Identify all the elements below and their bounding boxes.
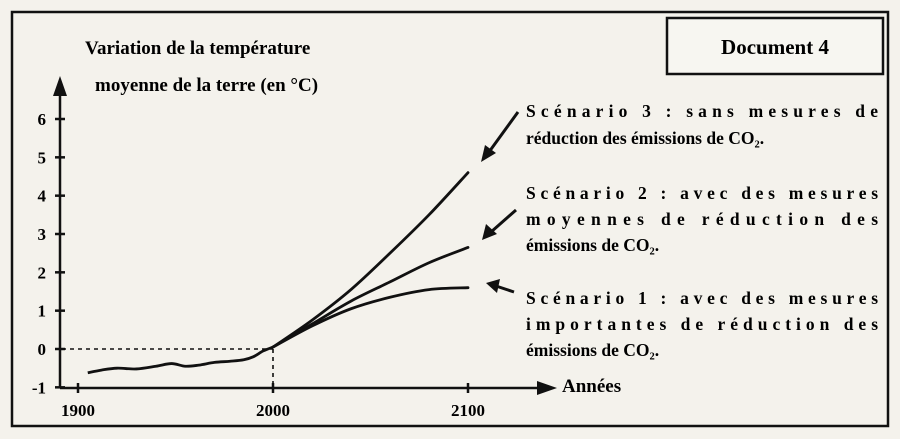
x-tick-label: 1900 bbox=[61, 401, 95, 420]
y-tick-label: 6 bbox=[38, 110, 47, 129]
historical-line bbox=[87, 345, 274, 375]
reference-lines bbox=[62, 348, 274, 386]
x-tick-label: 2100 bbox=[451, 401, 485, 420]
outer-frame bbox=[10, 10, 890, 428]
y-axis-title-line-1: Variation de la température bbox=[85, 38, 310, 59]
y-tick-label: 0 bbox=[38, 340, 47, 359]
scenario-2-line bbox=[271, 246, 470, 349]
series-lines bbox=[87, 171, 470, 375]
x-axis-arrow bbox=[537, 381, 557, 395]
scenario-1-arrow bbox=[486, 279, 515, 294]
scenario-1-label-line-2: importantes de réduction des bbox=[526, 314, 878, 334]
scenario-1-label-line-1: Scénario 1 : avec des mesures bbox=[526, 288, 878, 308]
x-ticks: 1900 2000 2100 bbox=[61, 383, 485, 420]
y-axis-title-line-2: moyenne de la terre (en °C) bbox=[95, 75, 318, 96]
scenario-3-label-line-1: Scénario 3 : sans mesures de bbox=[526, 101, 878, 121]
y-tick-label: -1 bbox=[32, 378, 46, 397]
scenario-3-line bbox=[271, 171, 470, 349]
y-tick-label: 2 bbox=[38, 263, 47, 282]
document-label-box bbox=[665, 16, 885, 76]
x-tick-label: 2000 bbox=[256, 401, 290, 420]
scenario-2-label-line-2: moyennes de réduction des bbox=[526, 209, 878, 229]
scenario-3-arrow bbox=[481, 111, 520, 162]
scenario-2-label-line-1: Scénario 2 : avec des mesures bbox=[526, 183, 878, 203]
scenario-2-arrow bbox=[482, 208, 517, 240]
y-tick-label: 1 bbox=[38, 302, 47, 321]
scenario-3-label-line-2: réduction des émissions de CO₂. bbox=[526, 128, 764, 148]
y-axis-arrow bbox=[53, 76, 67, 96]
scenario-1-line bbox=[271, 286, 470, 349]
scenario-1-label-line-3: émissions de CO₂. bbox=[526, 340, 659, 360]
document-label: Document 4 bbox=[721, 35, 829, 59]
scenario-2-label-line-3: émissions de CO₂. bbox=[526, 235, 659, 255]
y-tick-label: 5 bbox=[38, 148, 47, 167]
x-axis-title: Années bbox=[562, 376, 621, 397]
y-tick-label: 4 bbox=[38, 187, 47, 206]
y-tick-label: 3 bbox=[38, 225, 47, 244]
